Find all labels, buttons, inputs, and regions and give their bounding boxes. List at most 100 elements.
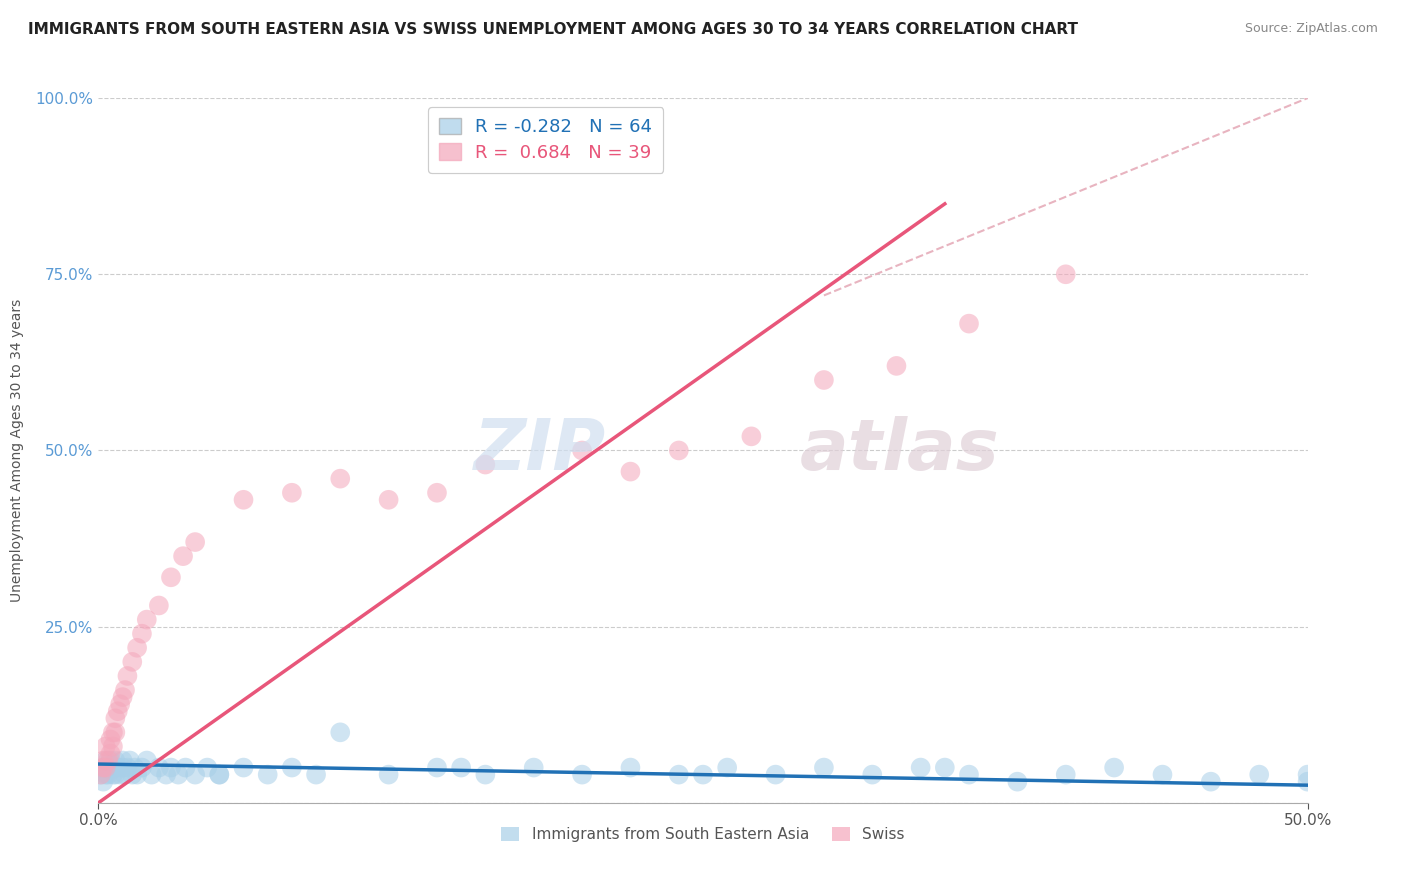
Point [101,760,124,774]
Point [232,492,254,507]
Point [148,599,170,613]
Point [160,760,183,774]
Point [104,725,127,739]
Point [108,767,131,781]
Point [1249,767,1271,781]
Point [118,754,141,768]
Point [232,760,254,774]
Text: IMMIGRANTS FROM SOUTH EASTERN ASIA VS SWISS UNEMPLOYMENT AMONG AGES 30 TO 34 YEA: IMMIGRANTS FROM SOUTH EASTERN ASIA VS SW… [28,22,1078,37]
Point [619,465,641,479]
Point [1152,767,1174,781]
Point [127,640,149,655]
Point [135,613,157,627]
Point [104,767,127,781]
Point [100,747,122,761]
Point [765,767,787,781]
Point [208,767,231,781]
Point [474,767,496,781]
Point [90,767,112,781]
Point [111,690,134,705]
Point [107,760,129,774]
Point [256,767,278,781]
Point [91,774,114,789]
Point [957,317,980,331]
Point [208,767,231,781]
Point [94,767,117,781]
Point [148,760,170,774]
Point [716,760,738,774]
Point [114,683,136,698]
Point [101,739,124,754]
Point [474,458,496,472]
Point [101,767,124,781]
Point [377,492,399,507]
Point [195,760,218,774]
Point [329,725,352,739]
Point [281,760,304,774]
Point [101,725,124,739]
Point [94,760,117,774]
Text: Source: ZipAtlas.com: Source: ZipAtlas.com [1244,22,1378,36]
Point [1296,767,1319,781]
Point [155,767,177,781]
Point [91,760,114,774]
Point [1296,774,1319,789]
Point [1054,767,1077,781]
Point [97,754,120,768]
Point [104,754,127,768]
Point [184,767,207,781]
Point [957,767,980,781]
Point [1102,760,1125,774]
Point [329,472,352,486]
Text: atlas: atlas [800,416,1000,485]
Point [740,429,762,443]
Point [668,767,690,781]
Point [97,767,120,781]
Point [172,549,194,564]
Point [934,760,956,774]
Point [107,704,129,718]
Point [692,767,714,781]
Point [131,760,153,774]
Point [117,760,139,774]
Point [124,760,146,774]
Point [100,754,122,768]
Point [174,760,197,774]
Point [305,767,328,781]
Point [1007,774,1029,789]
Point [111,754,134,768]
Point [121,767,143,781]
Point [1054,268,1077,282]
Point [886,359,908,373]
Point [94,754,117,768]
Point [167,767,190,781]
Point [184,535,207,549]
Point [121,655,143,669]
Point [117,669,139,683]
Point [91,754,114,768]
Point [910,760,932,774]
Point [108,697,131,711]
Point [377,767,399,781]
Point [100,732,122,747]
Point [426,485,449,500]
Point [141,767,163,781]
Point [523,760,546,774]
Point [813,373,835,387]
Y-axis label: Unemployment Among Ages 30 to 34 years: Unemployment Among Ages 30 to 34 years [10,299,24,602]
Point [668,443,690,458]
Point [860,767,883,781]
Point [619,760,641,774]
Point [281,485,304,500]
Point [114,767,136,781]
Point [1199,774,1222,789]
Point [571,443,593,458]
Legend: Immigrants from South Eastern Asia, Swiss: Immigrants from South Eastern Asia, Swis… [495,821,911,848]
Point [100,760,122,774]
Point [571,767,593,781]
Point [91,760,114,774]
Point [131,626,153,640]
Point [813,760,835,774]
Point [94,739,117,754]
Point [111,760,134,774]
